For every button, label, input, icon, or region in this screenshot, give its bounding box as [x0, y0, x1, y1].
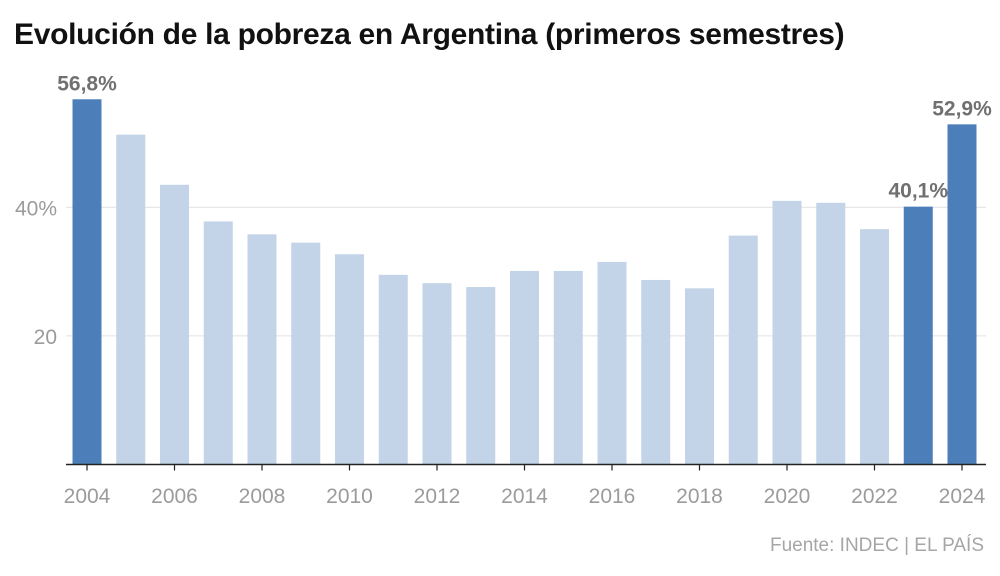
x-tick-label: 2008: [239, 485, 286, 508]
bar-2024: [947, 124, 977, 465]
x-tick-label: 2024: [939, 485, 986, 508]
bar-2004: [72, 99, 102, 465]
data-label-2024: 52,9%: [932, 97, 992, 120]
x-tick-label: 2020: [764, 485, 811, 508]
data-label-2004: 56,8%: [57, 72, 117, 95]
bar-2013: [466, 287, 496, 465]
y-tick-label: 40%: [15, 197, 57, 220]
x-tick-label: 2022: [851, 485, 898, 508]
bar-2009: [291, 242, 321, 465]
x-tick-label: 2014: [501, 485, 548, 508]
bar-2006: [160, 184, 189, 465]
y-tick-label: 20: [34, 326, 57, 349]
bars: [72, 99, 977, 465]
bar-2015: [553, 270, 583, 465]
bar-2012: [422, 283, 452, 465]
x-tick-label: 2016: [589, 485, 636, 508]
bar-2008: [247, 234, 277, 465]
x-tick-label: 2006: [151, 485, 198, 508]
x-tick-label: 2010: [326, 485, 373, 508]
bar-2011: [378, 274, 408, 465]
bar-2005: [116, 134, 146, 465]
bar-2014: [510, 270, 539, 465]
bar-2022: [860, 229, 889, 465]
bar-2016: [597, 261, 627, 465]
source-note: Fuente: INDEC | EL PAÍS: [769, 535, 984, 556]
bar-2007: [203, 221, 233, 465]
x-tick-label: 2004: [64, 485, 111, 508]
bar-2017: [641, 279, 671, 465]
data-label-2023: 40,1%: [888, 180, 948, 203]
bar-2021: [816, 202, 846, 465]
data-labels: 56,8% 40,1% 52,9%: [57, 72, 992, 202]
bar-2023: [903, 206, 933, 465]
bar-2020: [772, 200, 802, 465]
bar-2010: [335, 254, 364, 465]
x-tick-label: 2018: [676, 485, 723, 508]
x-axis: 2004 2006 2008 2010 2012 2014 2016 2018 2020 2022…: [64, 463, 986, 508]
chart-title: Evolución de la pobreza en Argentina (pr…: [14, 18, 845, 51]
bar-2018: [685, 288, 714, 465]
x-tick-label: 2012: [414, 485, 461, 508]
bar-2019: [728, 235, 758, 465]
